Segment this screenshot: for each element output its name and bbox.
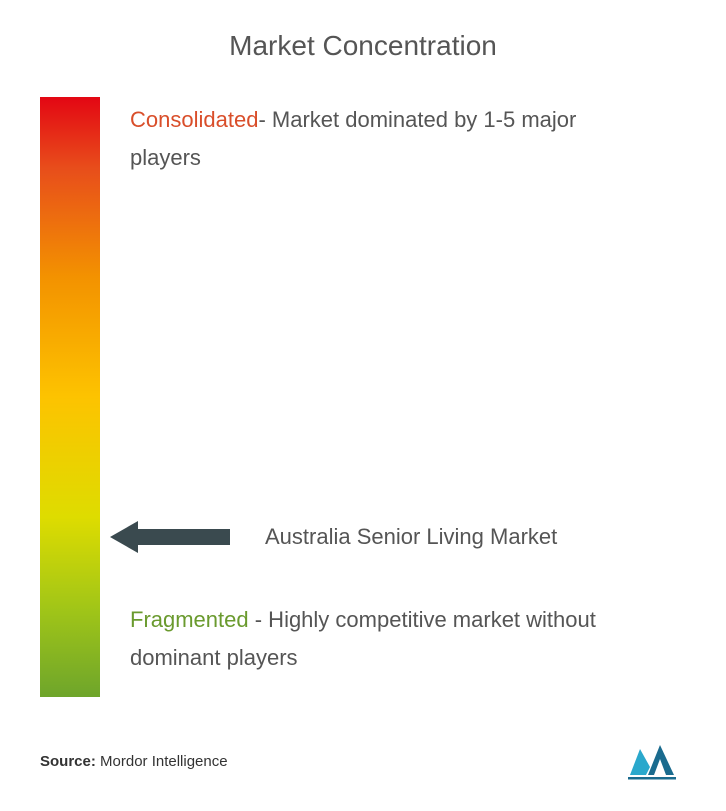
footer: Source: Mordor Intelligence <box>40 741 686 781</box>
fragmented-desc-1: - Highly competitive market without <box>249 607 596 632</box>
page-title: Market Concentration <box>40 30 686 62</box>
consolidated-label: Consolidated <box>130 107 258 132</box>
fragmented-desc-2: dominant players <box>130 645 686 671</box>
arrow-left-icon <box>110 517 235 557</box>
market-name: Australia Senior Living Market <box>265 524 557 550</box>
fragmented-label: Fragmented <box>130 607 249 632</box>
infographic-container: Market Concentration Consolidated- Marke… <box>0 0 726 811</box>
source-label: Source: <box>40 753 100 770</box>
consolidated-desc-2: players <box>130 145 686 171</box>
concentration-gradient-bar <box>40 97 100 697</box>
fragmented-block: Fragmented - Highly competitive market w… <box>130 607 686 671</box>
content-area: Consolidated- Market dominated by 1-5 ma… <box>100 97 686 697</box>
source-text: Source: Mordor Intelligence <box>40 753 228 770</box>
mordor-logo-icon <box>626 741 686 781</box>
market-indicator: Australia Senior Living Market <box>110 517 557 557</box>
consolidated-desc-1: - Market dominated by 1-5 major <box>258 107 576 132</box>
consolidated-block: Consolidated- Market dominated by 1-5 ma… <box>130 107 686 171</box>
source-value: Mordor Intelligence <box>100 753 228 770</box>
main-area: Consolidated- Market dominated by 1-5 ma… <box>40 97 686 697</box>
